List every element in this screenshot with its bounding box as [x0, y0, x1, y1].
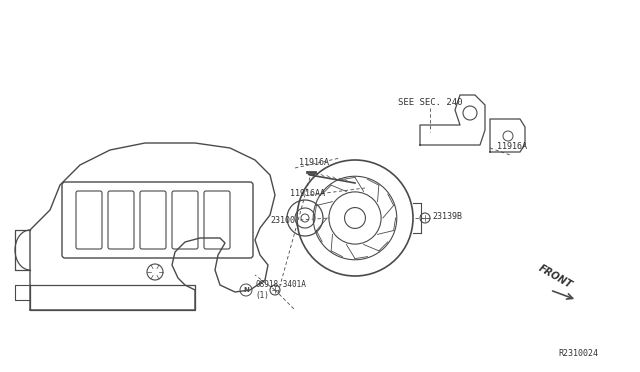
FancyBboxPatch shape [62, 182, 253, 258]
Text: N: N [243, 287, 249, 293]
FancyBboxPatch shape [108, 191, 134, 249]
Text: SEE SEC. 240: SEE SEC. 240 [398, 97, 463, 106]
FancyBboxPatch shape [140, 191, 166, 249]
Text: FRONT: FRONT [536, 263, 573, 291]
Text: 08918-3401A
(1): 08918-3401A (1) [255, 280, 306, 300]
FancyBboxPatch shape [76, 191, 102, 249]
Text: 11916A: 11916A [497, 141, 527, 151]
Text: 11916AA: 11916AA [290, 189, 325, 198]
Text: R2310024: R2310024 [558, 349, 598, 358]
Text: 11916A: 11916A [299, 157, 329, 167]
FancyBboxPatch shape [172, 191, 198, 249]
Text: 23139B: 23139B [432, 212, 462, 221]
FancyBboxPatch shape [204, 191, 230, 249]
Text: 23100: 23100 [270, 215, 295, 224]
